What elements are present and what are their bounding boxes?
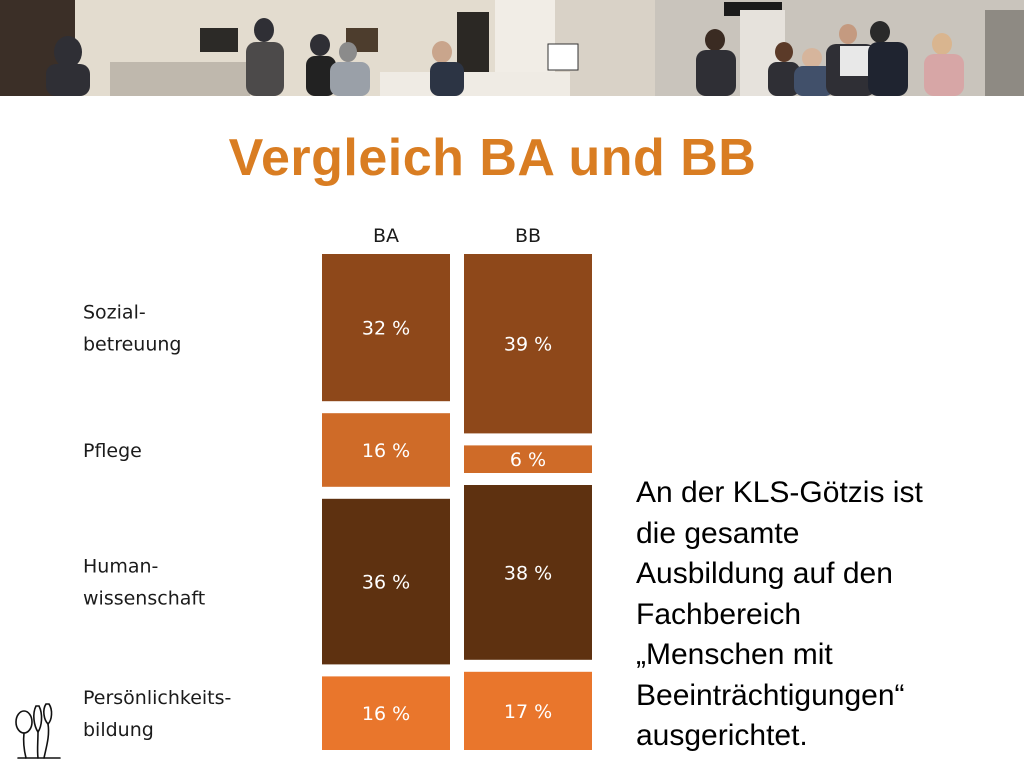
logo-icon [15,703,61,759]
bar-segment-bb-0 [464,254,592,434]
category-label: betreuung [83,334,181,356]
school-logo [8,692,68,762]
data-label: 39 % [504,334,552,356]
header-photo-banner [0,0,1024,96]
category-label: Persönlichkeits- [83,687,231,709]
bar-segment-ba-3 [322,676,450,750]
data-label: 16 % [362,440,410,462]
info-text-line: An der KLS-Götzis ist [636,476,923,509]
info-text-line: Fachbereich [636,597,802,631]
bar-segment-ba-2 [322,498,450,665]
category-label: Human- [83,556,158,578]
category-label: Sozial- [83,302,146,324]
info-text: An der KLS-Götzis ist die gesamte Ausbil… [636,473,996,757]
bar-segment-ba-1 [322,413,450,487]
category-label: wissenschaft [83,588,205,610]
info-text-line: „Menschen mit [636,638,833,671]
bar-segment-bb-1 [464,445,592,473]
bar-segment-bb-3 [464,671,592,750]
column-header-ba: BA [373,225,399,247]
info-text-line: die gesamte [636,516,800,550]
data-label: 32 % [362,318,410,340]
info-text-line: ausgerichtet. [636,719,808,752]
info-text-line: Ausbildung auf den [636,557,893,590]
column-header-bb: BB [515,225,541,247]
header-photo [0,0,1024,96]
chart-canvas: BA BB 32 % 16 % 36 % 16 % 39 % 6 % 38 % 17 % Sozia… [83,225,592,750]
slide-title: Vergleich BA und BB [228,129,757,187]
data-label: 17 % [504,701,552,723]
category-label: Pflege [83,440,142,462]
bar-segment-bb-2 [464,485,592,660]
stacked-bar-chart: BA BB 32 % 16 % 36 % 16 % 39 % 6 % 38 % 17 % Sozia… [0,210,1024,768]
data-label: 38 % [504,562,552,584]
data-label: 16 % [362,703,410,725]
category-label: bildung [83,719,154,741]
data-label: 36 % [362,572,410,594]
info-text-line: Beeinträchtigungen“ [636,678,905,712]
bar-segment-ba-0 [322,254,450,402]
data-label: 6 % [510,449,546,471]
